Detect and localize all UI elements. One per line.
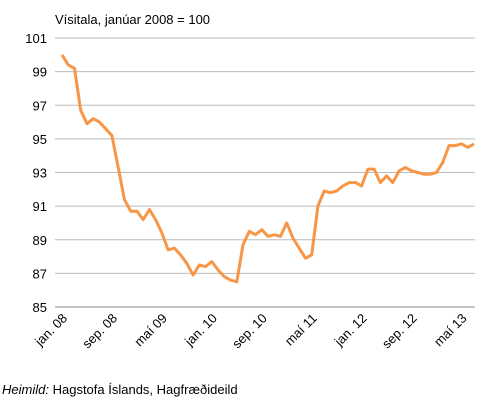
x-tick-label: jan. 10 [181,311,220,350]
y-tick-label: 91 [33,199,47,214]
y-tick-label: 85 [33,300,47,315]
x-tick-label: sep. 12 [379,311,420,352]
x-tick-label: sep. 10 [229,311,270,352]
y-tick-label: 97 [33,98,47,113]
y-tick-label: 99 [33,65,47,80]
x-tick-label: sep. 08 [79,311,120,352]
source-label: Heimild: [2,382,49,397]
x-tick-label: jan. 12 [331,311,370,350]
x-tick-label: maí 09 [131,311,170,350]
x-tick-label: jan. 08 [31,311,70,350]
y-tick-label: 93 [33,166,47,181]
source-text: Hagstofa Íslands, Hagfræðideild [53,382,238,397]
y-tick-label: 95 [33,132,47,147]
y-axis-label: Vísitala, janúar 2008 = 100 [55,12,210,27]
line [60,54,475,284]
y-tick-label: 87 [33,266,47,281]
source: Heimild: Hagstofa Íslands, Hagfræðideild [2,382,238,397]
y-tick-label: 101 [25,31,47,46]
x-tick-label: maí 13 [431,311,470,350]
x-tick-label: maí 11 [282,311,320,349]
y-tick-label: 89 [33,233,47,248]
